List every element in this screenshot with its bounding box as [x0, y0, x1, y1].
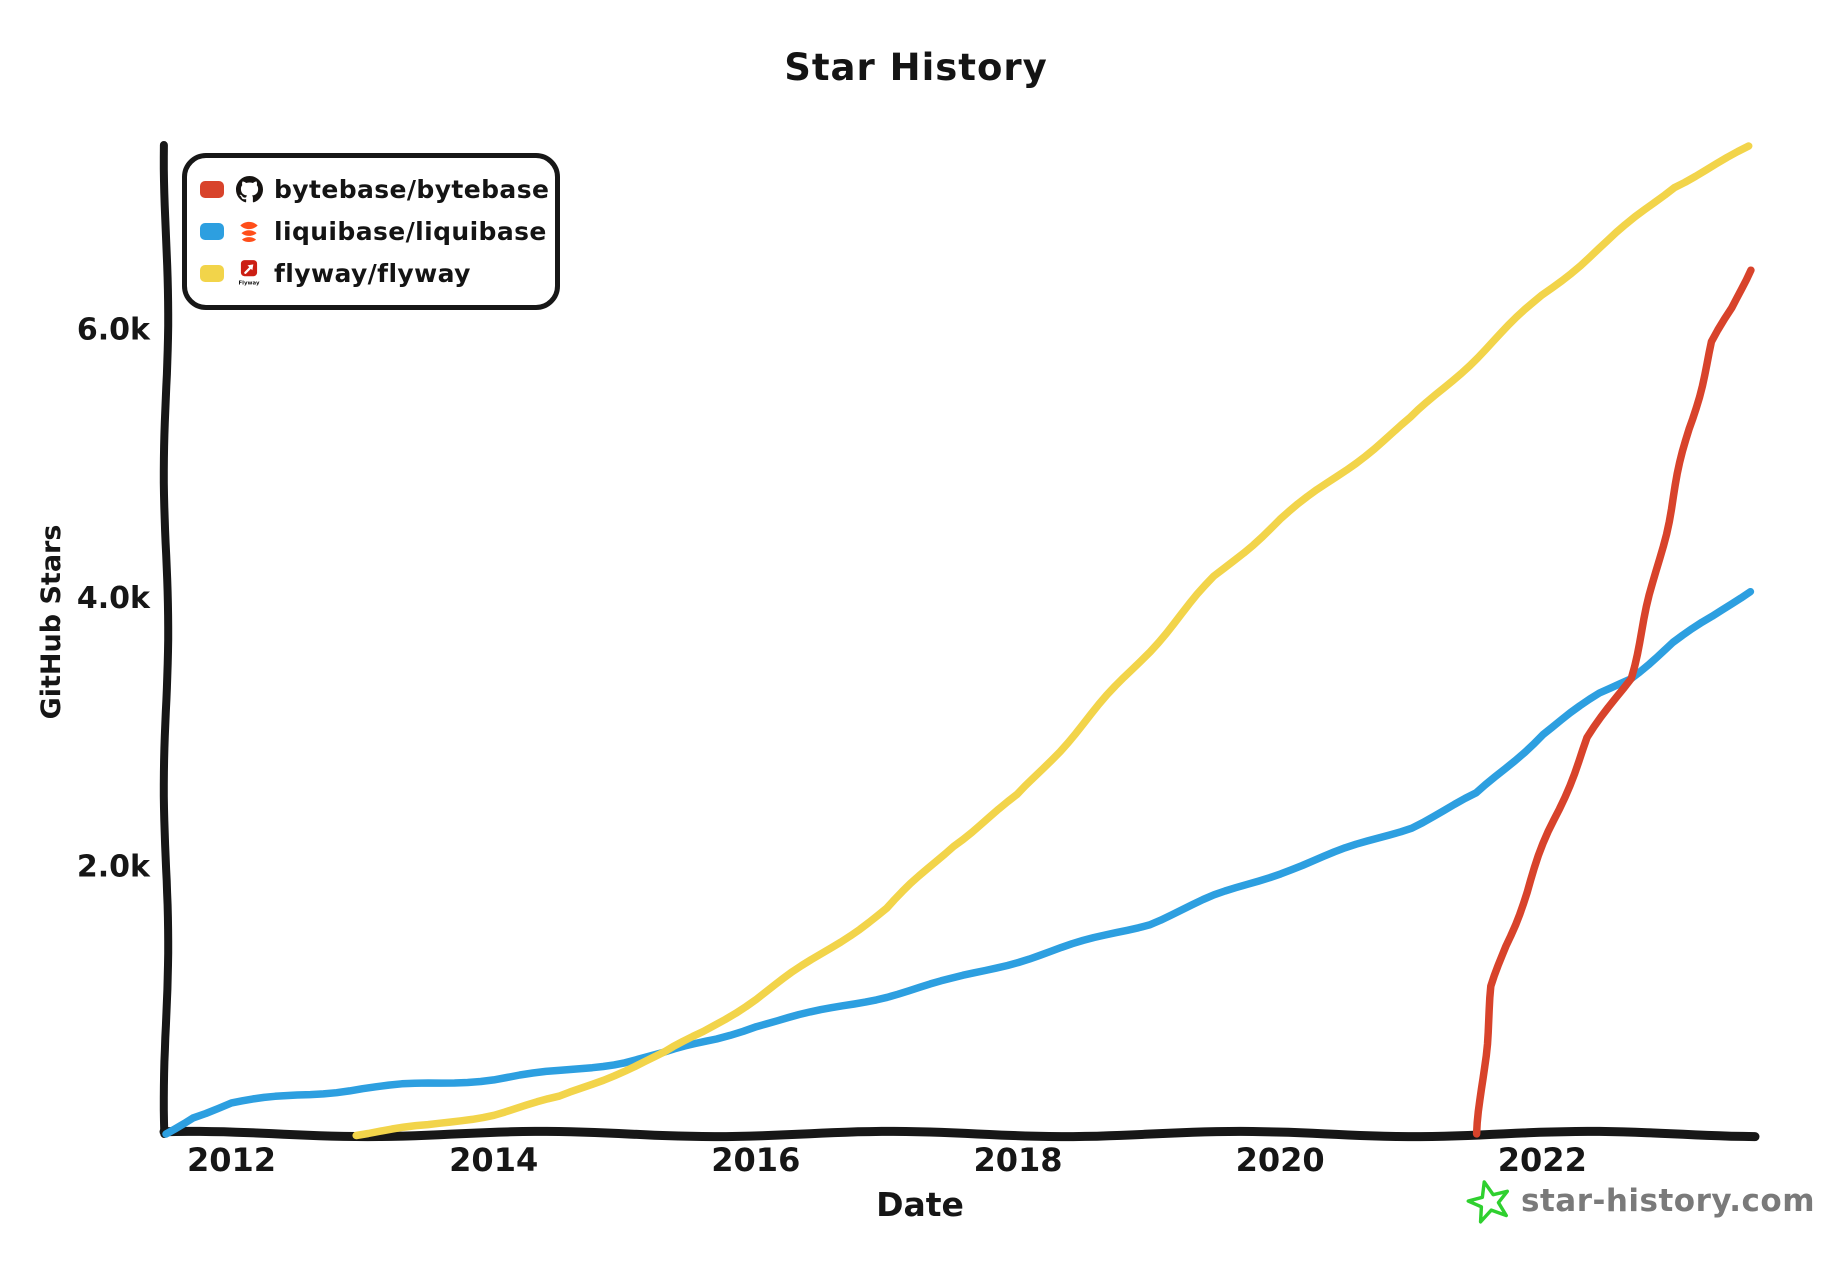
legend-swatch-liquibase [200, 223, 224, 240]
y-tick-label-2.0k: 2.0k [77, 850, 151, 885]
star-icon [1466, 1178, 1512, 1224]
legend-label: bytebase/bytebase [274, 175, 550, 205]
series-line-flyway [352, 142, 1753, 1140]
legend-item-liquibase: liquibase/liquibase [200, 211, 546, 253]
series-line-liquibase [162, 587, 1755, 1138]
x-tick-label-2014: 2014 [449, 1141, 538, 1179]
legend-box: bytebase/bytebase liquibase/liquibase Flyw… [182, 153, 560, 310]
legend-item-flyway: Flyway flyway/flyway [200, 252, 539, 294]
svg-text:Flyway: Flyway [239, 280, 260, 286]
flyway-logo: Flyway [235, 259, 263, 287]
legend-swatch-bytebase [200, 181, 224, 199]
github-logo [235, 176, 263, 204]
x-tick-label-2022: 2022 [1498, 1141, 1587, 1179]
x-tick-label-2012: 2012 [187, 1141, 276, 1179]
chart-title: Star History [784, 46, 1048, 89]
watermark: star-history.com [1466, 1178, 1815, 1224]
legend-label: liquibase/liquibase [274, 217, 547, 246]
x-tick-label-2016: 2016 [711, 1141, 800, 1179]
legend-swatch-flyway [200, 264, 224, 282]
x-tick-label-2018: 2018 [973, 1141, 1062, 1179]
series-line-bytebase [1472, 266, 1755, 1138]
x-axis-title: Date [876, 1185, 964, 1224]
y-tick-label-4.0k: 4.0k [77, 581, 151, 616]
y-tick-label-6.0k: 6.0k [77, 313, 151, 348]
x-tick-label-2020: 2020 [1236, 1141, 1325, 1179]
legend-label: flyway/flyway [274, 258, 471, 288]
y-axis-line [159, 141, 173, 1138]
watermark-text: star-history.com [1521, 1183, 1816, 1219]
liquibase-logo [235, 218, 263, 246]
x-axis-line [159, 1126, 1760, 1142]
legend-item-bytebase: bytebase/bytebase [200, 169, 549, 211]
y-axis-title: GitHub Stars [36, 525, 67, 720]
